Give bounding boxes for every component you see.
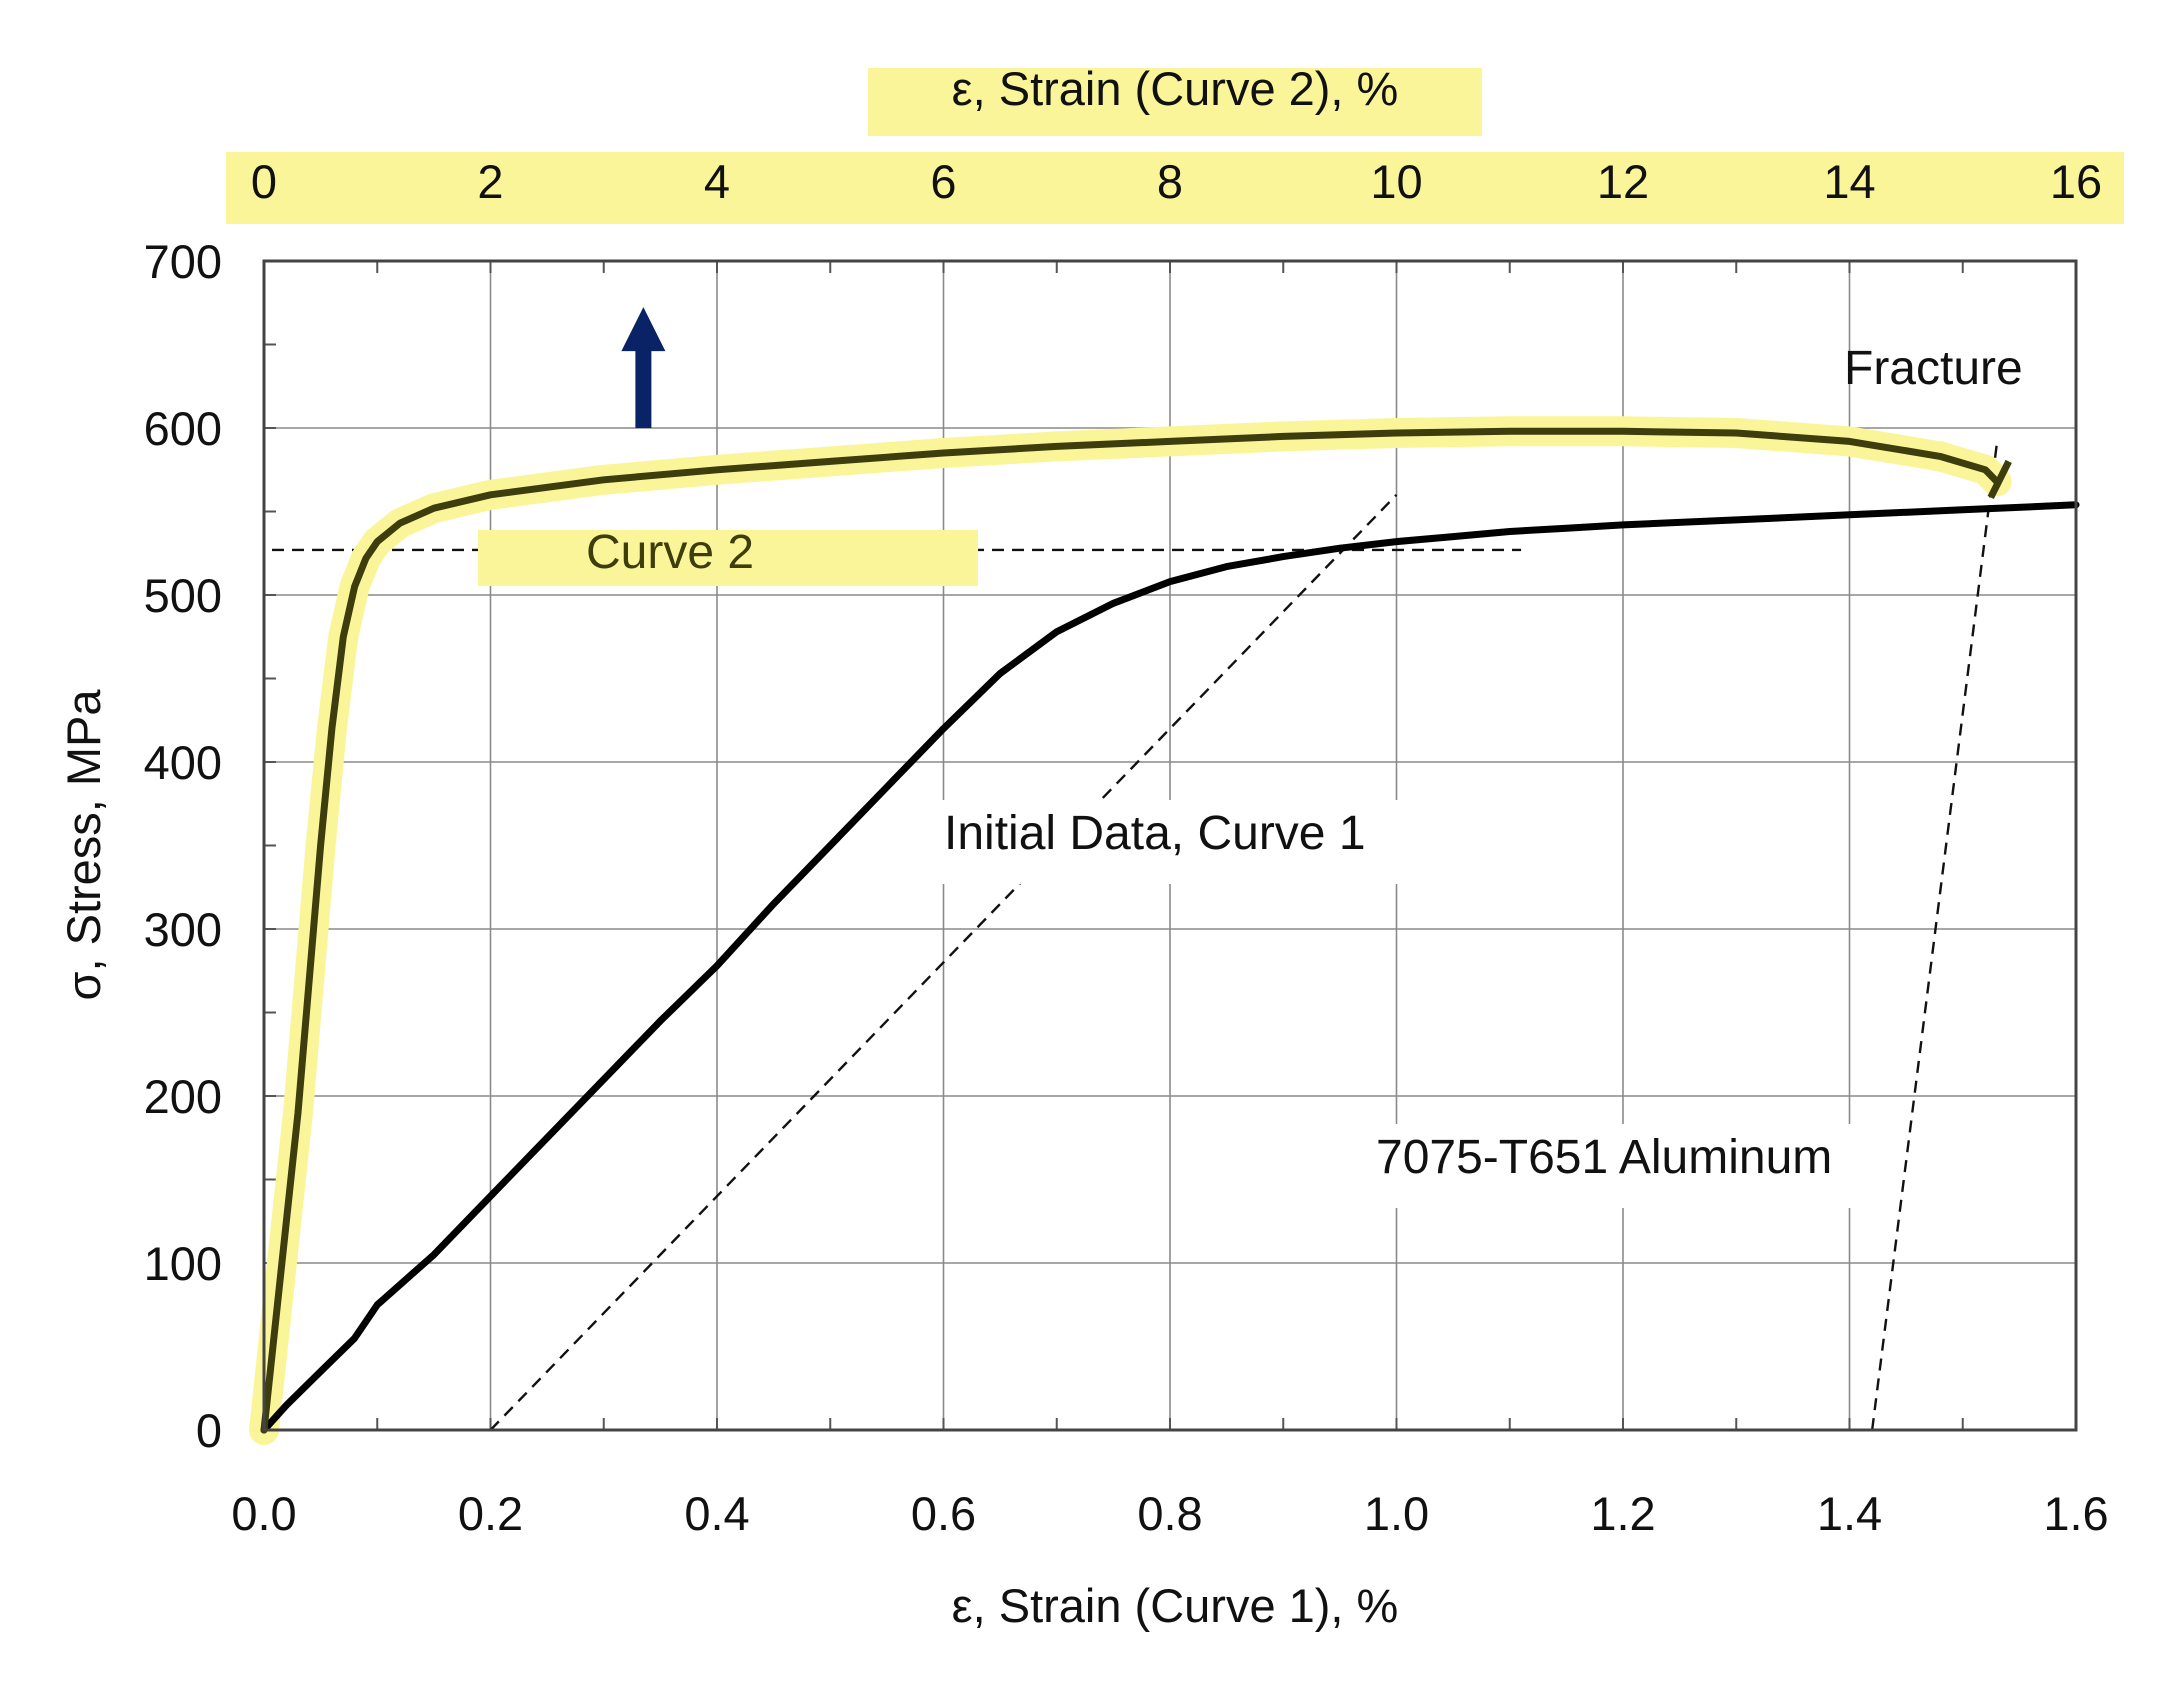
x-tick-label: 0.6 xyxy=(911,1487,976,1540)
top-axis-ticks-highlight xyxy=(226,152,2124,224)
y-tick-label: 600 xyxy=(144,402,222,455)
x2-tick-label: 0 xyxy=(251,155,277,208)
x-tick-label: 1.0 xyxy=(1364,1487,1429,1540)
fracture-mark xyxy=(1987,459,2012,500)
x2-tick-label: 8 xyxy=(1157,155,1183,208)
offset-line-1 xyxy=(489,493,1398,1431)
x2-tick-label: 6 xyxy=(930,155,956,208)
offset-line-2 xyxy=(1870,444,1998,1431)
x2-tick-label: 12 xyxy=(1597,155,1649,208)
material-label: 7075-T651 Aluminum xyxy=(1376,1131,1832,1184)
y-axis-title: σ, Stress, MPa xyxy=(57,689,110,1001)
y-tick-label: 500 xyxy=(144,569,222,622)
x-tick-label: 0.2 xyxy=(458,1487,523,1540)
x2-tick-label: 16 xyxy=(2050,155,2102,208)
arrow-head xyxy=(621,307,666,352)
x-axis-ticks: 0.0 0.2 0.4 0.6 0.8 1.0 1.2 1.4 1.6 xyxy=(231,1487,2108,1540)
y-tick-label: 300 xyxy=(144,903,222,956)
x2-tick-label: 14 xyxy=(1823,155,1875,208)
y-tick-label: 700 xyxy=(144,235,222,288)
top-axis-title-highlight xyxy=(868,68,1482,136)
series-line-1 xyxy=(260,501,2080,1434)
arrow-shaft xyxy=(635,347,652,428)
x-tick-label: 1.6 xyxy=(2043,1487,2108,1540)
y-tick-label: 0 xyxy=(196,1404,222,1457)
series-line-2 xyxy=(260,427,2001,1434)
x2-axis-title: ε, Strain (Curve 2), % xyxy=(952,62,1399,115)
curve-2-label-highlight xyxy=(478,530,978,586)
y-tick-label: 200 xyxy=(144,1070,222,1123)
curve-2-axis-arrow xyxy=(621,307,666,428)
material-label-backing xyxy=(1370,1124,1878,1208)
y-tick-label: 400 xyxy=(144,736,222,789)
y-tick-label: 100 xyxy=(144,1237,222,1290)
curve-1-label: Initial Data, Curve 1 xyxy=(944,807,1366,860)
x2-axis-ticks: 0 2 4 6 8 10 12 14 16 xyxy=(251,155,2102,208)
fracture-label: Fracture xyxy=(1844,342,2023,395)
plot-frame xyxy=(262,259,2078,1432)
x2-tick-label: 2 xyxy=(477,155,503,208)
x-tick-label: 0.8 xyxy=(1137,1487,1202,1540)
y-axis-ticks: 0 100 200 300 400 500 600 700 xyxy=(144,235,222,1457)
curve-2-label: Curve 2 xyxy=(586,526,754,579)
x-tick-label: 1.4 xyxy=(1817,1487,1882,1540)
curve-1-label-backing xyxy=(938,800,1408,884)
x-axis-title: ε, Strain (Curve 1), % xyxy=(952,1579,1399,1632)
x2-tick-label: 10 xyxy=(1370,155,1422,208)
x-tick-label: 0.4 xyxy=(684,1487,749,1540)
x2-tick-label: 4 xyxy=(704,155,730,208)
x-tick-label: 1.2 xyxy=(1590,1487,1655,1540)
series-group xyxy=(260,427,2080,1434)
x-tick-label: 0.0 xyxy=(231,1487,296,1540)
